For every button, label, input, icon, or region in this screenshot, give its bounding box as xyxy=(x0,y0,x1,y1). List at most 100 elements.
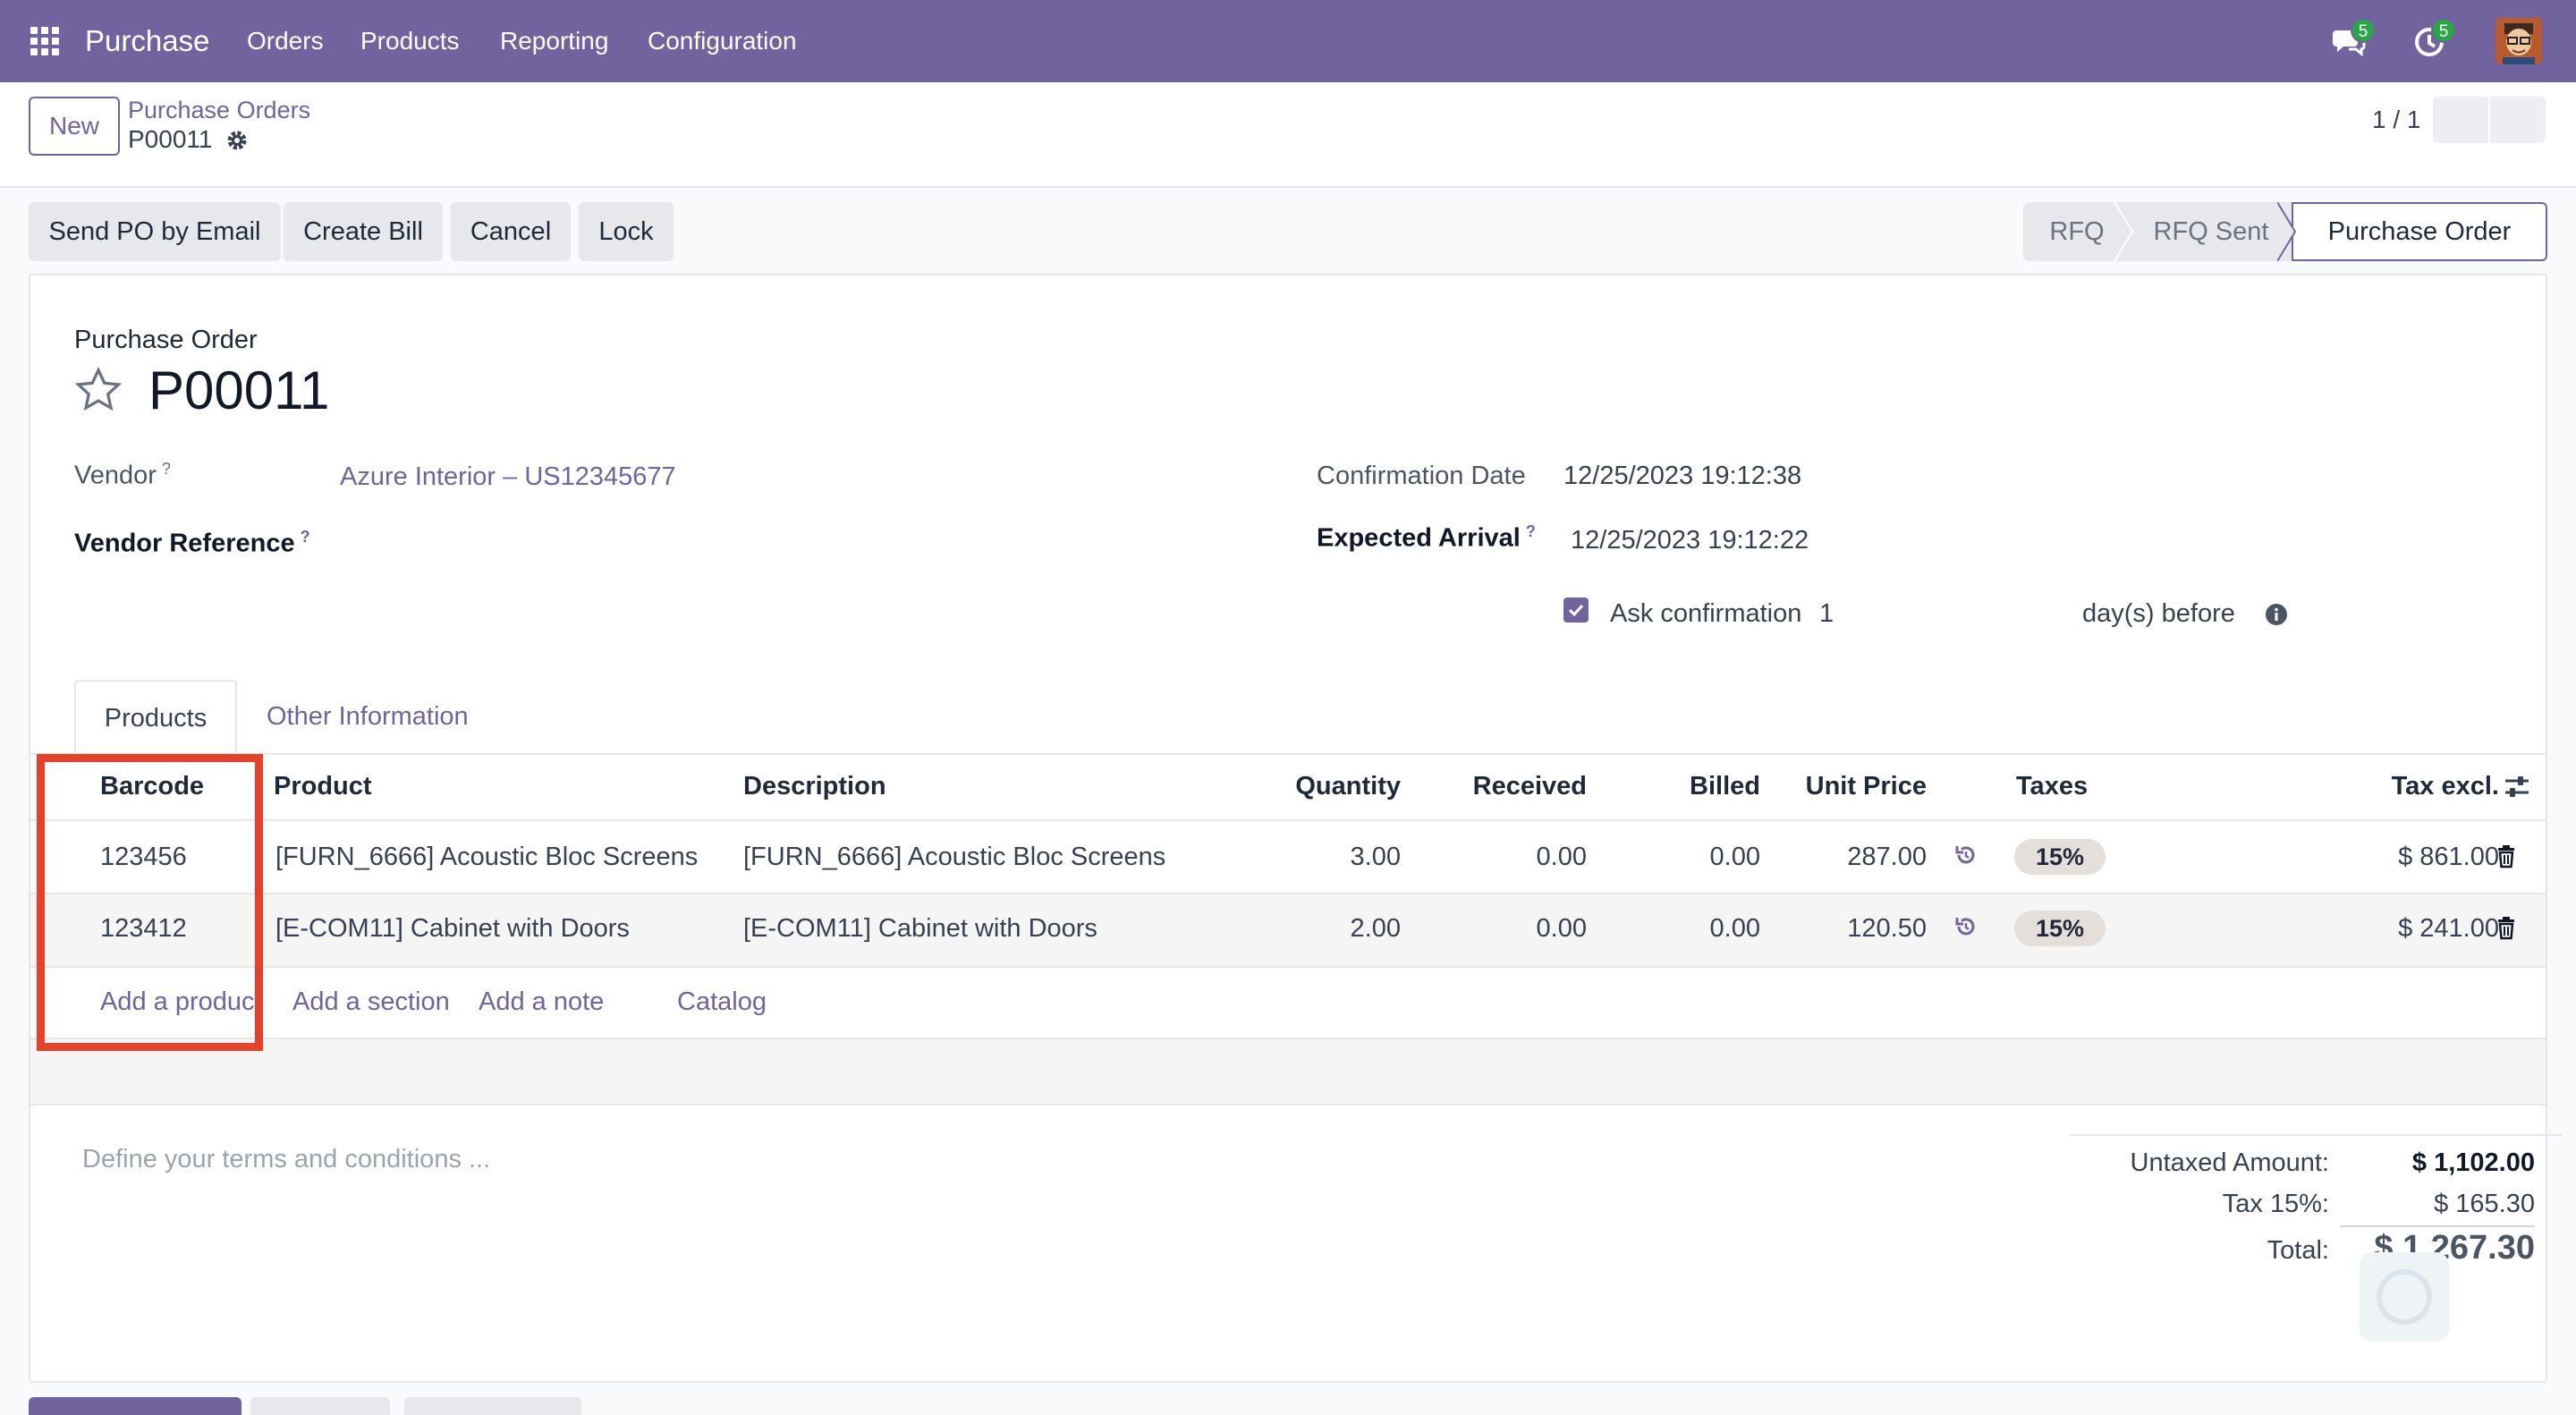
header-row-border xyxy=(30,819,2546,821)
gear-icon[interactable] xyxy=(225,129,249,152)
col-header-received[interactable]: Received xyxy=(1472,772,1587,801)
messages-badge: 5 xyxy=(2351,18,2376,43)
watermark-icon xyxy=(2360,1252,2449,1342)
menu-configuration[interactable]: Configuration xyxy=(648,27,797,55)
reset-price-icon[interactable] xyxy=(1953,843,1979,868)
bottom-bar-button[interactable] xyxy=(29,1397,242,1415)
bottom-bar-button[interactable] xyxy=(250,1397,390,1415)
vendor-reference-input[interactable] xyxy=(340,522,841,562)
add-product-link[interactable]: Add a product xyxy=(100,987,262,1016)
cancel-button[interactable]: Cancel xyxy=(451,202,571,261)
cell-received[interactable]: 0.00 xyxy=(1536,914,1587,943)
cell-quantity[interactable]: 3.00 xyxy=(1350,843,1401,871)
vendor-field[interactable]: Azure Interior – US12345677 xyxy=(340,462,676,491)
tab-other-information[interactable]: Other Information xyxy=(267,702,469,731)
cell-barcode[interactable]: 123412 xyxy=(100,914,187,943)
stage-rfq[interactable]: RFQ xyxy=(2023,202,2131,261)
col-header-taxes[interactable]: Taxes xyxy=(2016,772,2089,801)
create-bill-button[interactable]: Create Bill xyxy=(284,202,443,261)
catalog-link[interactable]: Catalog xyxy=(677,987,767,1016)
cell-quantity[interactable]: 2.00 xyxy=(1350,914,1401,943)
pager-next-button[interactable] xyxy=(2490,97,2546,143)
vendor-reference-label: Vendor Reference? xyxy=(74,528,310,559)
tax-badge[interactable]: 15% xyxy=(2014,911,2106,946)
reset-price-icon[interactable] xyxy=(1953,914,1979,939)
new-button[interactable]: New xyxy=(29,97,120,156)
table-bottom-border xyxy=(30,1104,2546,1106)
column-settings-icon[interactable] xyxy=(2503,773,2531,801)
expected-arrival-value[interactable]: 12/25/2023 19:12:22 xyxy=(1571,526,1809,555)
trash-icon[interactable] xyxy=(2494,844,2519,869)
cell-description[interactable]: [FURN_6666] Acoustic Bloc Screens xyxy=(743,843,1166,871)
cell-barcode[interactable]: 123456 xyxy=(100,843,187,871)
add-note-link[interactable]: Add a note xyxy=(479,987,605,1016)
cell-unit-price[interactable]: 287.00 xyxy=(1847,843,1927,871)
table-row[interactable]: 123412 [E-COM11] Cabinet with Doors [E-C… xyxy=(30,894,2546,966)
form-sheet: Purchase Order P00011 Vendor? Azure Inte… xyxy=(29,274,2562,1383)
vendor-help-icon[interactable]: ? xyxy=(161,460,171,478)
messages-button[interactable]: 5 xyxy=(2331,18,2376,59)
tab-products[interactable]: Products xyxy=(74,680,237,755)
stage-rfq-sent[interactable]: RFQ Sent xyxy=(2131,202,2292,261)
breadcrumb-parent[interactable]: Purchase Orders xyxy=(128,97,311,123)
pager-previous-button[interactable] xyxy=(2433,97,2488,143)
activities-badge: 5 xyxy=(2431,18,2456,43)
vendor-reference-help-icon[interactable]: ? xyxy=(300,528,310,546)
col-header-product[interactable]: Product xyxy=(274,772,372,801)
cell-billed[interactable]: 0.00 xyxy=(1709,914,1760,943)
info-icon[interactable] xyxy=(2265,603,2288,626)
total-label: Total: xyxy=(2267,1236,2329,1265)
col-header-description[interactable]: Description xyxy=(743,772,886,801)
col-header-tax-excl[interactable]: Tax excl. xyxy=(2391,772,2499,801)
table-top-border xyxy=(30,753,2546,755)
cell-unit-price[interactable]: 120.50 xyxy=(1847,914,1927,943)
terms-conditions-input[interactable]: Define your terms and conditions ... xyxy=(82,1145,491,1174)
row-border xyxy=(30,966,2546,968)
days-before-label: day(s) before xyxy=(2082,599,2235,628)
col-header-unit-price[interactable]: Unit Price xyxy=(1805,772,1927,801)
apps-menu-icon[interactable] xyxy=(27,23,63,59)
ask-confirmation-checkbox[interactable] xyxy=(1563,597,1589,623)
vendor-reference-label-text: Vendor Reference xyxy=(74,529,295,558)
cell-billed[interactable]: 0.00 xyxy=(1709,843,1760,871)
bottom-bar-button[interactable] xyxy=(404,1397,581,1415)
expected-arrival-help-icon[interactable]: ? xyxy=(1525,522,1536,540)
vendor-label: Vendor? xyxy=(74,460,171,491)
col-header-quantity[interactable]: Quantity xyxy=(1295,772,1401,801)
stage-purchase-order[interactable]: Purchase Order xyxy=(2292,202,2547,261)
cell-received[interactable]: 0.00 xyxy=(1536,843,1587,871)
trash-icon[interactable] xyxy=(2494,916,2519,941)
cell-product[interactable]: [FURN_6666] Acoustic Bloc Screens xyxy=(275,843,699,871)
cell-subtotal: $ 241.00 xyxy=(2398,914,2499,943)
total-divider xyxy=(2340,1225,2535,1227)
record-name: P00011 xyxy=(148,360,330,420)
control-panel: New Purchase Orders P00011 1 / 1 xyxy=(0,82,2576,188)
cell-product[interactable]: [E-COM11] Cabinet with Doors xyxy=(275,914,630,943)
col-header-billed[interactable]: Billed xyxy=(1690,772,1760,801)
row-border xyxy=(30,893,2546,894)
vendor-label-text: Vendor xyxy=(74,461,157,490)
app-name[interactable]: Purchase xyxy=(85,24,210,57)
activities-button[interactable]: 5 xyxy=(2411,18,2456,59)
cell-description[interactable]: [E-COM11] Cabinet with Doors xyxy=(743,914,1097,943)
user-avatar-icon xyxy=(2496,18,2542,64)
user-avatar[interactable] xyxy=(2496,18,2542,64)
confirmation-date-value[interactable]: 12/25/2023 19:12:38 xyxy=(1563,462,1802,490)
send-po-email-button[interactable]: Send PO by Email xyxy=(29,202,281,261)
expected-arrival-label: Expected Arrival? xyxy=(1317,522,1536,554)
lock-button[interactable]: Lock xyxy=(579,202,674,261)
tax-badge[interactable]: 15% xyxy=(2014,839,2106,875)
menu-orders[interactable]: Orders xyxy=(247,27,324,55)
tax-value: $ 165.30 xyxy=(2434,1190,2535,1218)
col-header-barcode[interactable]: Barcode xyxy=(100,772,205,801)
untaxed-amount-value: $ 1,102.00 xyxy=(2411,1148,2535,1177)
menu-products[interactable]: Products xyxy=(360,27,460,55)
table-footer xyxy=(30,1039,2546,1104)
menu-reporting[interactable]: Reporting xyxy=(500,27,609,55)
ask-confirmation-days-input[interactable]: 1 xyxy=(1819,599,1835,628)
star-icon[interactable] xyxy=(73,365,123,415)
top-navbar: Purchase Orders Products Reporting Confi… xyxy=(0,0,2576,82)
breadcrumb-current: P00011 xyxy=(128,125,213,153)
add-section-link[interactable]: Add a section xyxy=(292,987,450,1016)
cell-subtotal: $ 861.00 xyxy=(2398,843,2499,871)
